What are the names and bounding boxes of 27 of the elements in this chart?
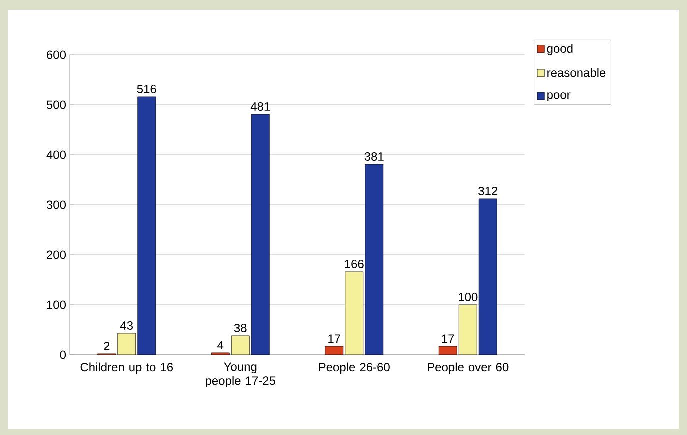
data-label: 381 [364, 152, 384, 161]
legend-label: reasonable [548, 68, 606, 78]
y-tick-label: 200 [47, 250, 66, 260]
y-tick-label: 300 [46, 200, 66, 210]
x-tick-label: Young people 17-25 [206, 362, 276, 388]
data-label: 100 [459, 292, 478, 302]
data-label: 17 [442, 334, 454, 343]
data-label: 38 [234, 324, 247, 332]
data-label: 312 [478, 186, 498, 196]
x-tick-label: Children up to 16 [80, 362, 174, 374]
data-label: 43 [120, 321, 134, 330]
bar [138, 96, 156, 355]
y-tick-label: 600 [47, 50, 66, 60]
data-label: 4 [218, 341, 224, 350]
data-label: 166 [345, 260, 364, 268]
data-label: 2 [104, 342, 110, 350]
data-label: 17 [328, 334, 340, 343]
y-tick-label: 100 [47, 300, 66, 310]
data-label: 516 [137, 84, 156, 94]
data-label: 481 [250, 102, 270, 111]
x-tick-label: People 26-60 [319, 362, 390, 374]
y-tick-label: 500 [46, 100, 66, 110]
x-tick-label: People over 60 [428, 362, 509, 374]
y-tick-label: 0 [60, 350, 66, 360]
legend-label: good [547, 44, 573, 56]
y-tick-label: 400 [46, 150, 66, 160]
legend-label: poor [548, 92, 571, 102]
